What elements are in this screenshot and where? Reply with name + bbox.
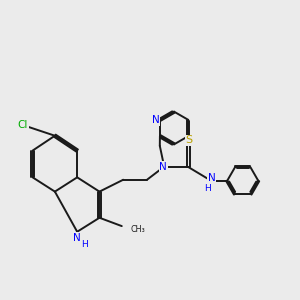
Text: CH₃: CH₃	[130, 225, 145, 234]
Text: N: N	[208, 173, 215, 183]
Text: H: H	[81, 240, 88, 249]
Text: S: S	[186, 136, 193, 146]
Text: N: N	[152, 115, 159, 125]
Text: N: N	[73, 233, 80, 243]
Text: H: H	[204, 184, 211, 194]
Text: N: N	[160, 162, 167, 172]
Text: Cl: Cl	[18, 120, 28, 130]
